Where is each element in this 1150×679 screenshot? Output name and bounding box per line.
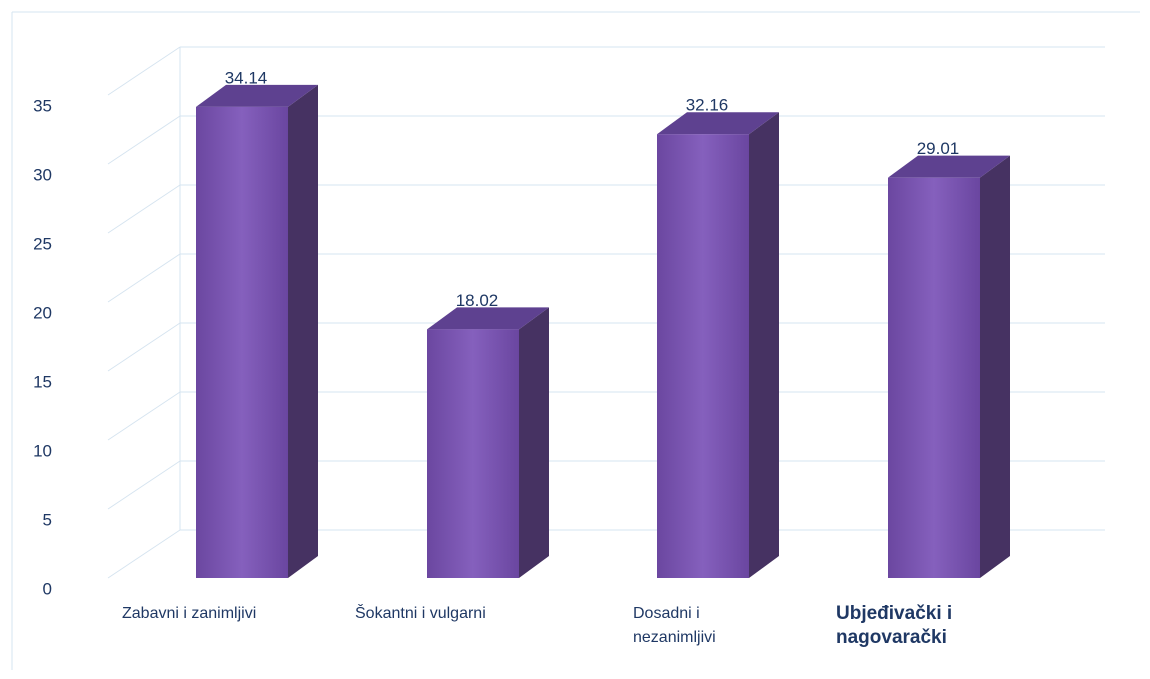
y-tick-label: 15 bbox=[33, 372, 52, 391]
bar-top bbox=[657, 112, 779, 135]
x-tick-label: Zabavni i zanimljivi bbox=[122, 605, 257, 622]
bar-top bbox=[888, 155, 1010, 178]
grid-line-side bbox=[107, 46, 181, 96]
bar-group: 29.01 bbox=[888, 139, 1010, 579]
y-tick-label: 0 bbox=[43, 579, 52, 598]
bar-group: 34.14 bbox=[196, 68, 318, 579]
grid-line-side bbox=[107, 322, 181, 372]
value-label: 34.14 bbox=[225, 68, 268, 87]
bar-top bbox=[427, 307, 549, 330]
bar-side bbox=[519, 307, 549, 578]
y-tick-label: 10 bbox=[33, 441, 52, 460]
y-tick-label: 30 bbox=[33, 165, 52, 184]
bar-side bbox=[288, 84, 318, 579]
bar bbox=[657, 134, 749, 578]
bar-group: 32.16 bbox=[657, 96, 779, 578]
grid-line-side bbox=[107, 529, 181, 579]
y-tick-label: 5 bbox=[43, 510, 52, 529]
bars: 34.14 18.02 32.16 29.01 bbox=[196, 68, 1010, 579]
bar-side bbox=[749, 112, 779, 578]
x-tick-label: Dosadni i nezanimljivi bbox=[633, 605, 716, 646]
bar-side bbox=[980, 155, 1010, 579]
grid-line-side bbox=[107, 115, 181, 165]
value-label: 29.01 bbox=[917, 139, 960, 158]
value-label: 18.02 bbox=[456, 291, 499, 310]
bar bbox=[427, 329, 519, 578]
x-tick-label: Šokantni i vulgarni bbox=[355, 605, 486, 622]
grid-line-side bbox=[107, 184, 181, 234]
value-label: 32.16 bbox=[686, 96, 729, 115]
grid-line-side bbox=[107, 460, 181, 510]
bar bbox=[196, 106, 288, 579]
y-tick-label: 35 bbox=[33, 96, 52, 115]
x-tick-label: Ubjeđivački i nagovarački bbox=[836, 603, 953, 648]
bar bbox=[888, 177, 980, 579]
y-tick-label: 20 bbox=[33, 303, 52, 322]
bar-top bbox=[196, 84, 318, 107]
grid-line-side bbox=[107, 391, 181, 441]
y-tick-label: 25 bbox=[33, 234, 52, 253]
grid-line-side bbox=[107, 253, 181, 303]
bar-group: 18.02 bbox=[427, 291, 549, 578]
